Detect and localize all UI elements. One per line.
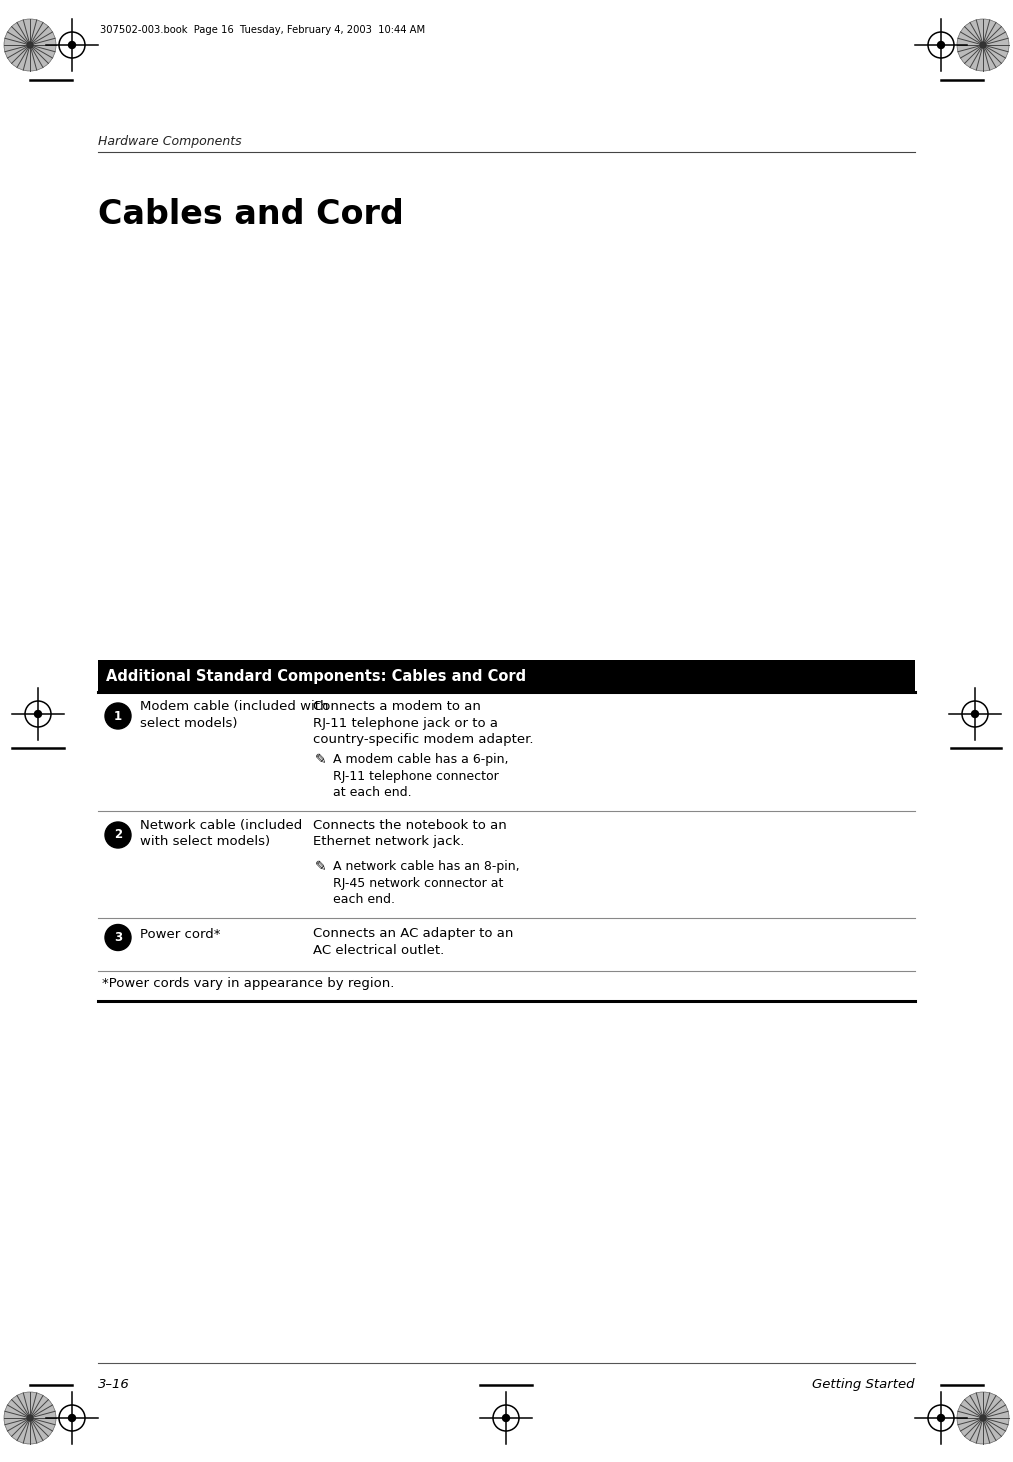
Text: Getting Started: Getting Started bbox=[812, 1379, 915, 1390]
Circle shape bbox=[69, 41, 76, 48]
Circle shape bbox=[27, 1415, 33, 1421]
Text: country-specific modem adapter.: country-specific modem adapter. bbox=[313, 732, 534, 746]
Text: Modem cable (included with: Modem cable (included with bbox=[140, 700, 328, 713]
Text: at each end.: at each end. bbox=[333, 787, 411, 800]
Text: Additional Standard Components: Cables and Cord: Additional Standard Components: Cables a… bbox=[106, 668, 526, 684]
Circle shape bbox=[69, 1415, 76, 1421]
Text: 2: 2 bbox=[113, 829, 122, 842]
Text: Power cord*: Power cord* bbox=[140, 927, 221, 940]
Circle shape bbox=[4, 1392, 56, 1444]
Text: ✎: ✎ bbox=[315, 860, 326, 874]
Circle shape bbox=[34, 711, 42, 718]
Text: Hardware Components: Hardware Components bbox=[98, 135, 242, 148]
Text: each end.: each end. bbox=[333, 893, 395, 906]
Circle shape bbox=[937, 1415, 944, 1421]
Text: A modem cable has a 6-pin,: A modem cable has a 6-pin, bbox=[333, 753, 509, 766]
Circle shape bbox=[937, 41, 944, 48]
Circle shape bbox=[980, 42, 986, 48]
Circle shape bbox=[971, 711, 979, 718]
Circle shape bbox=[105, 703, 131, 730]
Text: A network cable has an 8-pin,: A network cable has an 8-pin, bbox=[333, 860, 520, 873]
Circle shape bbox=[957, 19, 1009, 72]
Text: Network cable (included: Network cable (included bbox=[140, 819, 302, 832]
Circle shape bbox=[980, 1415, 986, 1421]
Text: RJ-11 telephone connector: RJ-11 telephone connector bbox=[333, 770, 498, 784]
Text: RJ-11 telephone jack or to a: RJ-11 telephone jack or to a bbox=[313, 716, 498, 730]
Text: 1: 1 bbox=[113, 709, 122, 722]
Circle shape bbox=[502, 1415, 510, 1421]
Text: Connects a modem to an: Connects a modem to an bbox=[313, 700, 481, 713]
Text: ✎: ✎ bbox=[315, 753, 326, 768]
Text: Connects the notebook to an: Connects the notebook to an bbox=[313, 819, 506, 832]
Text: 307502-003.book  Page 16  Tuesday, February 4, 2003  10:44 AM: 307502-003.book Page 16 Tuesday, Februar… bbox=[100, 25, 425, 35]
Circle shape bbox=[27, 42, 33, 48]
Text: 3–16: 3–16 bbox=[98, 1379, 130, 1390]
Text: AC electrical outlet.: AC electrical outlet. bbox=[313, 944, 445, 958]
Text: Ethernet network jack.: Ethernet network jack. bbox=[313, 835, 464, 848]
Circle shape bbox=[105, 822, 131, 848]
Text: *Power cords vary in appearance by region.: *Power cords vary in appearance by regio… bbox=[102, 977, 394, 990]
Circle shape bbox=[105, 924, 131, 950]
Circle shape bbox=[4, 19, 56, 72]
Text: Connects an AC adapter to an: Connects an AC adapter to an bbox=[313, 927, 514, 940]
Text: select models): select models) bbox=[140, 716, 237, 730]
Text: 3: 3 bbox=[113, 931, 122, 944]
Text: with select models): with select models) bbox=[140, 835, 270, 848]
Text: Cables and Cord: Cables and Cord bbox=[98, 197, 404, 231]
FancyBboxPatch shape bbox=[98, 659, 915, 692]
Circle shape bbox=[957, 1392, 1009, 1444]
Text: RJ-45 network connector at: RJ-45 network connector at bbox=[333, 877, 503, 889]
